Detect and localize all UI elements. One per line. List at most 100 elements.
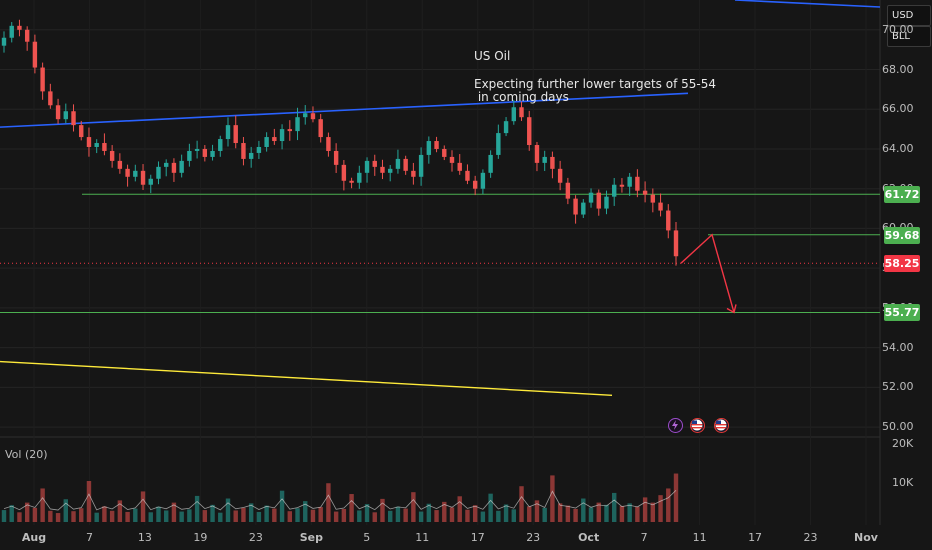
- volume-bar: [202, 510, 208, 522]
- volume-bar: [519, 486, 524, 522]
- volume-bar: [457, 496, 462, 522]
- candle-body: [233, 125, 238, 144]
- x-tick-label: 23: [248, 531, 263, 544]
- candle-body: [202, 148, 208, 157]
- volume-bar: [32, 507, 38, 522]
- volume-bar: [279, 490, 285, 522]
- volume-bar: [658, 495, 663, 522]
- candle-body: [295, 117, 300, 132]
- volume-bar: [673, 473, 679, 522]
- candle-body: [426, 141, 432, 155]
- candle-body: [94, 143, 99, 147]
- volume-bar: [442, 501, 447, 522]
- currency-selector[interactable]: USD: [887, 5, 931, 26]
- candle-body: [619, 184, 625, 187]
- volume-bar: [511, 509, 516, 522]
- volume-bar: [171, 502, 177, 522]
- candle-body: [357, 172, 362, 183]
- candle-body: [264, 137, 269, 147]
- x-tick-label: 11: [415, 531, 430, 544]
- us-flag-icon[interactable]: [714, 418, 729, 433]
- volume-bar: [395, 506, 401, 522]
- candle-body: [388, 168, 393, 173]
- candle-body: [48, 91, 53, 106]
- candle-body: [24, 29, 30, 42]
- candle-body: [550, 156, 555, 169]
- unit-selector[interactable]: BLL: [887, 26, 931, 47]
- volume-bar: [534, 500, 540, 522]
- candle-body: [210, 150, 215, 157]
- volume-bar: [372, 512, 377, 522]
- candle-body: [256, 146, 262, 153]
- price-tag: 61.72: [884, 186, 920, 204]
- y-tick-label: 54.00: [882, 340, 914, 354]
- candle-body: [612, 184, 617, 197]
- lightning-icon[interactable]: [668, 418, 683, 433]
- volume-bar: [241, 507, 246, 522]
- volume-bar: [248, 503, 254, 522]
- candle-body: [658, 202, 663, 211]
- volume-bar: [117, 500, 123, 522]
- volume-bar: [480, 511, 486, 522]
- volume-bar: [187, 509, 192, 522]
- projection-path: [680, 233, 735, 313]
- volume-tick: 10K: [892, 476, 914, 489]
- candle-body: [534, 145, 540, 163]
- candle-body: [279, 129, 285, 142]
- candle-body: [627, 176, 632, 187]
- x-tick-label: 17: [748, 531, 763, 544]
- candle-body: [287, 129, 292, 132]
- volume-bar: [303, 501, 308, 522]
- price-tag: 55.77: [884, 304, 920, 322]
- candle-body: [71, 111, 76, 126]
- candle-body: [581, 202, 586, 215]
- candle-body: [102, 143, 107, 151]
- volume-bar: [24, 502, 30, 522]
- us-flag-icon[interactable]: [690, 418, 705, 433]
- volume-bar: [449, 507, 455, 522]
- volume-bar: [164, 510, 169, 522]
- candle-body: [395, 158, 401, 169]
- candle-body: [372, 160, 377, 167]
- volume-bar: [179, 511, 184, 522]
- annotation-line-2: in coming days: [474, 90, 569, 104]
- volume-bar: [418, 511, 424, 522]
- volume-bar: [71, 511, 76, 522]
- volume-bar: [218, 512, 223, 522]
- candle-body: [164, 162, 169, 167]
- long-term-trendline: [0, 360, 613, 396]
- candle-body: [171, 162, 177, 173]
- volume-bar: [349, 494, 354, 522]
- volume-bar: [465, 509, 470, 522]
- volume-bar: [612, 492, 617, 522]
- volume-bar: [573, 508, 578, 522]
- volume-bar: [434, 510, 439, 522]
- volume-bar: [357, 510, 362, 522]
- volume-bar: [140, 491, 146, 522]
- upper-trendline: [734, 0, 881, 8]
- volume-bar: [94, 512, 99, 522]
- y-tick-label: 64.00: [882, 141, 914, 155]
- volume-bar: [635, 506, 640, 522]
- chart-title: US Oil: [474, 49, 511, 63]
- volume-bar: [388, 510, 393, 522]
- volume-bar: [156, 506, 161, 522]
- candle-body: [55, 105, 61, 120]
- volume-bar: [364, 504, 370, 522]
- y-tick-label: 50.00: [882, 420, 914, 434]
- volume-label: Vol (20): [5, 448, 48, 461]
- volume-bar: [133, 508, 138, 522]
- candle-body: [565, 182, 571, 199]
- x-tick-label: 7: [85, 531, 93, 544]
- volume-bar: [17, 512, 22, 522]
- x-tick-label: 23: [803, 531, 818, 544]
- volume-bar: [310, 509, 316, 522]
- candle-body: [418, 154, 424, 177]
- volume-bar: [550, 475, 555, 522]
- candle-body: [63, 111, 68, 120]
- candle-body: [442, 148, 447, 157]
- volume-bar: [604, 504, 609, 522]
- arrow-head: [726, 304, 737, 314]
- candle-body: [542, 156, 547, 163]
